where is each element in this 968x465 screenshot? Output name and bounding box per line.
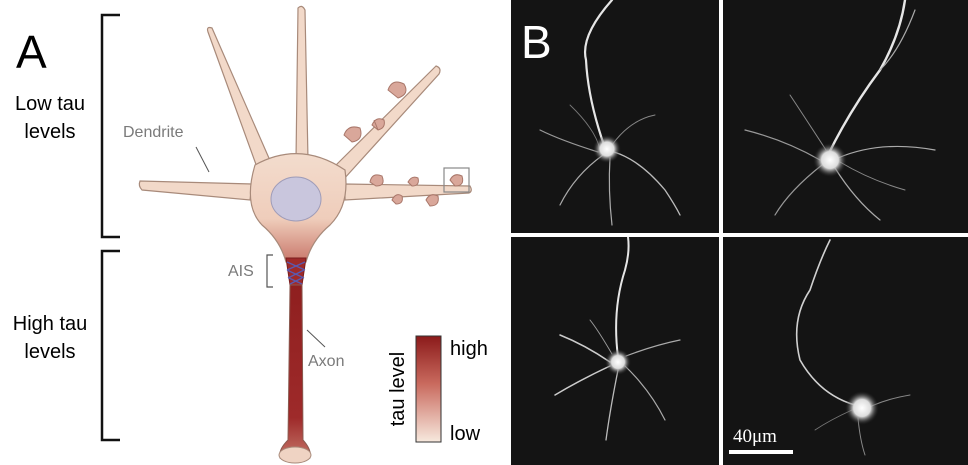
low-tau-label-line2: levels <box>24 121 75 143</box>
spine <box>391 194 403 205</box>
nucleus <box>270 176 322 222</box>
tau-color-bar <box>415 335 442 443</box>
ais-scaffold-mesh <box>286 261 306 285</box>
tau-legend-high: high <box>450 338 488 360</box>
dendritic-spines <box>343 81 464 207</box>
neuron-image-4 <box>723 237 968 465</box>
dendrite-label: Dendrite <box>123 124 184 141</box>
scale-bar <box>729 450 793 454</box>
spine <box>407 176 419 187</box>
neuron-image-2 <box>723 0 968 233</box>
left-dendrite <box>138 180 253 201</box>
axon <box>279 284 311 463</box>
spine-highlight-box <box>443 167 470 193</box>
panel-b-letter: B <box>521 16 552 68</box>
axon-label: Axon <box>308 353 344 370</box>
axon-terminal <box>278 446 312 464</box>
neuron-image-1 <box>511 0 719 233</box>
dendrite-pointer <box>195 146 210 173</box>
tau-legend-title: tau level <box>387 352 409 427</box>
right-dendrite <box>332 65 441 181</box>
panel-b: B 40μm <box>511 0 968 465</box>
spine <box>449 174 464 187</box>
panel-a: A Low tau levels High tau levels <box>13 5 488 464</box>
low-tau-bracket <box>100 13 120 239</box>
spine <box>387 81 407 99</box>
high-tau-bracket <box>100 249 120 442</box>
spine <box>369 174 384 187</box>
high-tau-label-line1: High tau <box>13 313 88 335</box>
neuron-image-3 <box>511 236 719 465</box>
panel-a-letter: A <box>16 26 47 78</box>
ais-label: AIS <box>228 263 254 280</box>
axon-pointer <box>306 329 326 348</box>
spine <box>425 194 439 207</box>
tau-legend: tau level high low <box>387 335 488 445</box>
apical-dendrite <box>295 5 309 161</box>
low-tau-label-line1: Low tau <box>15 93 85 115</box>
ais-bracket <box>266 254 273 288</box>
scale-bar-label: 40μm <box>733 426 777 447</box>
vertical-separator <box>719 0 723 465</box>
horizontal-separator <box>511 233 968 237</box>
high-tau-label-line2: levels <box>24 341 75 363</box>
neuron-diagram <box>138 5 472 464</box>
lower-right-dendrite <box>344 183 472 201</box>
upper-left-dendrite <box>206 26 273 171</box>
spine <box>343 126 362 143</box>
spine <box>371 118 385 131</box>
tau-legend-low: low <box>450 423 481 445</box>
